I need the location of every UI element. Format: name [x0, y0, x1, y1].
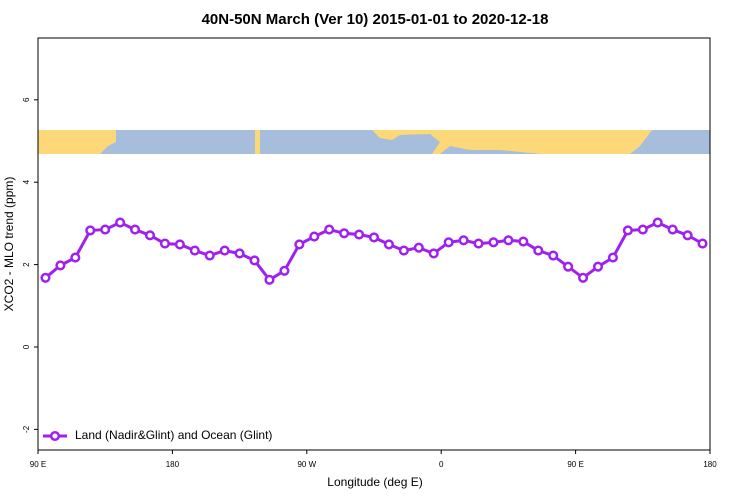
x-tick-label: 0	[439, 460, 444, 469]
point	[174, 239, 185, 250]
legend-label: Land (Nadir&Glint) and Ocean (Glint)	[75, 428, 272, 442]
x-tick-label: 180	[166, 460, 180, 469]
plot-frame	[37, 37, 711, 451]
point	[578, 272, 589, 283]
point	[100, 224, 111, 235]
point	[354, 229, 365, 240]
point	[85, 225, 96, 236]
point	[697, 238, 708, 249]
point	[503, 235, 514, 246]
x-tick-label: 90 E	[30, 460, 46, 469]
x-tick-label: 180	[703, 460, 717, 469]
legend-marker	[49, 430, 61, 442]
y-axis-label: XCO2 - MLO trend (ppm)	[2, 177, 16, 312]
point	[204, 250, 215, 261]
point	[368, 232, 380, 243]
point	[130, 224, 141, 235]
point	[279, 265, 290, 276]
point	[652, 217, 663, 228]
point	[234, 248, 245, 259]
y-tick-label: 0	[22, 344, 31, 349]
y-tick-label: -2	[22, 425, 31, 433]
series-line	[44, 220, 704, 282]
point	[219, 245, 230, 256]
point	[189, 245, 200, 256]
y-tick-label: 2	[22, 262, 31, 267]
point	[428, 248, 439, 259]
point	[622, 225, 633, 236]
point	[488, 237, 499, 248]
y-tick-label: 4	[22, 179, 31, 184]
x-axis-label: Longitude (deg E)	[327, 475, 422, 489]
point	[607, 252, 618, 263]
y-tick-label: 6	[22, 97, 31, 102]
point	[533, 245, 544, 256]
point	[518, 236, 529, 247]
point	[563, 261, 574, 272]
point	[249, 255, 260, 266]
point	[637, 224, 648, 235]
x-tick-label: 90 W	[297, 460, 316, 469]
point	[55, 260, 66, 271]
chart-title: 40N-50N March (Ver 10) 2015-01-01 to 202…	[202, 11, 549, 28]
point	[473, 238, 484, 249]
point	[159, 238, 170, 249]
point	[548, 250, 559, 261]
point	[294, 239, 305, 250]
point	[383, 239, 394, 250]
point	[413, 242, 424, 253]
map-strip	[38, 130, 710, 154]
point	[40, 272, 51, 283]
point	[339, 228, 350, 239]
point	[324, 224, 335, 235]
point	[115, 217, 126, 228]
point	[592, 261, 604, 272]
point	[443, 237, 454, 248]
point	[398, 245, 409, 256]
point	[682, 230, 693, 241]
point	[70, 252, 81, 263]
point	[458, 235, 469, 246]
point	[309, 231, 320, 242]
point	[667, 224, 678, 235]
x-tick-label: 90 E	[567, 460, 583, 469]
point	[264, 274, 275, 285]
point	[144, 230, 156, 241]
